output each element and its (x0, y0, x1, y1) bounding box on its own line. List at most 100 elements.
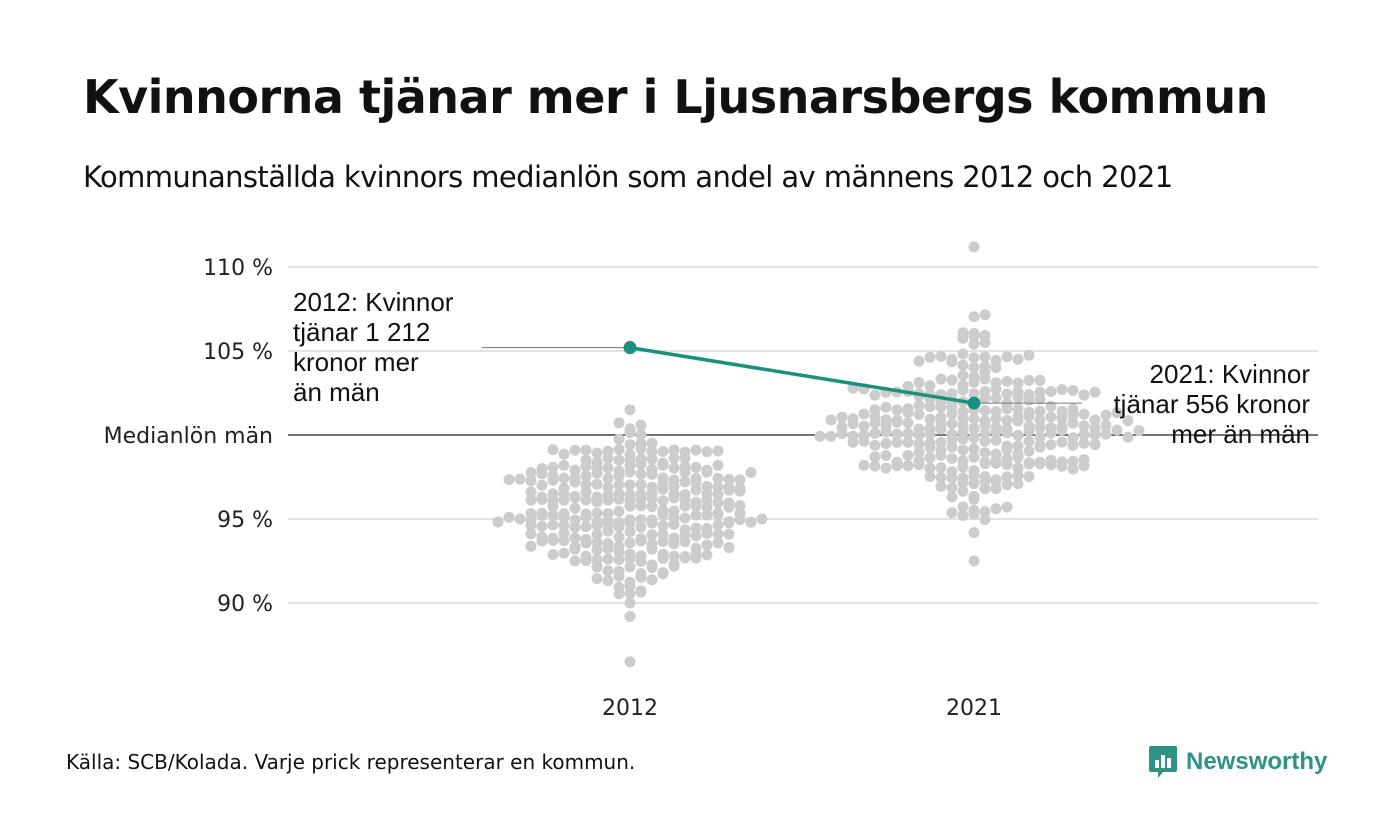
swarm-dot (646, 574, 658, 586)
swarm-dot (1089, 414, 1101, 426)
swarm-dot (690, 484, 702, 496)
swarm-dot (712, 459, 724, 471)
swarm-dot (701, 501, 713, 513)
source-note: Källa: SCB/Kolada. Varje prick represent… (66, 750, 636, 774)
swarm-dot (635, 468, 647, 480)
swarm-dot (591, 478, 603, 490)
swarm-dot (990, 434, 1002, 446)
newsworthy-logo-icon (1149, 746, 1177, 778)
swarm-dot (624, 588, 636, 600)
swarm-dot (558, 535, 570, 547)
swarm-dot (957, 461, 969, 473)
swarm-dot (968, 432, 980, 444)
swarm-dot (657, 459, 669, 471)
swarm-dot (979, 475, 991, 487)
swarm-dot (690, 500, 702, 512)
swarm-dot (723, 501, 735, 513)
swarm-dot (869, 451, 881, 463)
swarm-dot (624, 537, 636, 549)
swarm-dot (602, 481, 614, 493)
swarm-dot (657, 445, 669, 457)
chart-area: 110 % 105 % Medianlön män 95 % 90 % 2012: Kv… (104, 241, 1318, 721)
swarm-dot (968, 413, 980, 425)
swarm-dot (712, 519, 724, 531)
swarm-dot (1023, 435, 1035, 447)
swarm-dot (1034, 405, 1046, 417)
swarm-dot (591, 573, 603, 585)
swarm-dot (968, 352, 980, 364)
swarm-dot (935, 401, 947, 413)
swarm-dot (1056, 424, 1068, 436)
swarm-dot (657, 568, 669, 580)
swarm-dot (525, 466, 537, 478)
swarm-dot (968, 443, 980, 455)
swarm-dot (1067, 417, 1079, 429)
swarm-dot (591, 536, 603, 548)
swarm-dot (558, 448, 570, 460)
swarm-dot (935, 423, 947, 435)
annotation-line: 2012: Kvinnor (293, 287, 454, 317)
swarm-dot (1045, 411, 1057, 423)
swarm-dot (891, 428, 903, 440)
y-tick-label: 90 % (217, 592, 273, 617)
swarm-dot (613, 588, 625, 600)
swarm-dot (957, 384, 969, 396)
swarm-dot (968, 388, 980, 400)
swarm-dot (1001, 471, 1013, 483)
swarm-dot (990, 362, 1002, 374)
swarm-dot (825, 414, 837, 426)
swarm-dot (558, 494, 570, 506)
swarm-dot (1056, 383, 1068, 395)
swarm-dot (547, 444, 559, 456)
annotation-line: tjänar 556 kronor (1113, 389, 1310, 419)
swarm-dot (602, 525, 614, 537)
swarm-dot (668, 444, 680, 456)
swarm-dot (591, 519, 603, 531)
swarm-dot (990, 426, 1002, 438)
swarm-dot (525, 528, 537, 540)
swarm-dot (1078, 420, 1090, 432)
swarm-dot (847, 418, 859, 430)
swarm-dot (701, 509, 713, 521)
annotation-line: 2021: Kvinnor (1150, 359, 1311, 389)
swarm-dot (679, 452, 691, 464)
swarm-dot (602, 575, 614, 587)
swarm-dot (580, 555, 592, 567)
swarm-dot (1001, 479, 1013, 491)
swarm-dot (723, 528, 735, 540)
swarm-dot (814, 430, 826, 442)
swarm-dot (701, 539, 713, 551)
swarm-dot (957, 359, 969, 371)
swarm-dot (869, 417, 881, 429)
swarm-dot (968, 376, 980, 388)
swarm-dot (902, 427, 914, 439)
swarm-dot (1001, 414, 1013, 426)
swarm-dot (668, 538, 680, 550)
swarm-dot (635, 479, 647, 491)
swarm-dot (1012, 403, 1024, 415)
swarm-dot (723, 542, 735, 554)
swarm-dot (924, 470, 936, 482)
swarm-dot (1067, 384, 1079, 396)
swarm-dot (1078, 437, 1090, 449)
beeswarm-dots (492, 241, 1145, 668)
swarm-dot (957, 477, 969, 489)
swarm-dot (1067, 463, 1079, 475)
swarm-dot (624, 610, 636, 622)
swarm-dot (1034, 393, 1046, 405)
swarm-dot (712, 445, 724, 457)
swarm-dot (734, 474, 746, 486)
swarm-dot (880, 462, 892, 474)
swarm-dot (979, 392, 991, 404)
swarm-dot (1056, 436, 1068, 448)
swarm-dot (492, 516, 504, 528)
swarm-dot (580, 470, 592, 482)
swarm-dot (602, 452, 614, 464)
swarm-dot (979, 373, 991, 385)
swarm-dot (690, 461, 702, 473)
swarm-dot (1012, 451, 1024, 463)
swarm-dot (624, 561, 636, 573)
swarm-dot (591, 496, 603, 508)
swarm-dot (1078, 408, 1090, 420)
swarm-dot (1001, 388, 1013, 400)
